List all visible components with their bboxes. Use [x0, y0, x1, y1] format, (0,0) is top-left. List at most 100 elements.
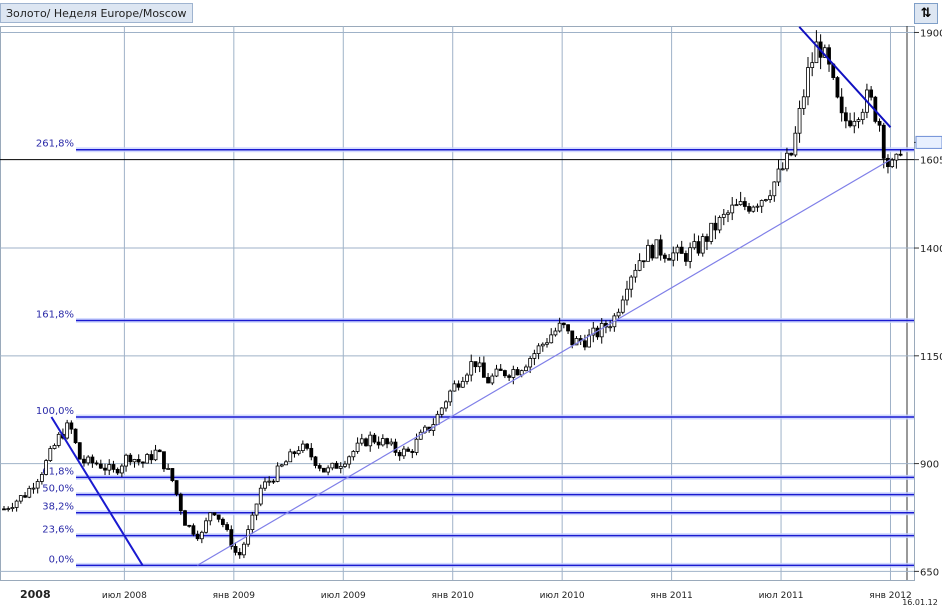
current-date-label: 16.01.12: [902, 598, 938, 606]
candle-up: [401, 448, 406, 457]
candle-up: [751, 206, 756, 212]
candle-down: [481, 362, 486, 378]
candle-down: [305, 443, 309, 449]
sort-button[interactable]: ⇅: [914, 3, 938, 24]
candle-down: [372, 434, 377, 443]
trendline-uptrend: [197, 159, 891, 566]
candle-up: [890, 159, 895, 167]
candle-down: [827, 47, 831, 65]
candle-up: [553, 330, 558, 336]
candle-up: [355, 442, 360, 452]
candle-down: [220, 518, 225, 525]
candle-up: [452, 383, 457, 392]
candle-up: [806, 67, 810, 98]
chart-grid: [0, 26, 915, 581]
candle-down: [742, 201, 747, 207]
candle-down: [178, 493, 183, 512]
candle-up: [469, 361, 474, 376]
candle-down: [225, 524, 229, 530]
candle-down: [397, 452, 402, 457]
x-tick-label: июл 2008: [102, 591, 147, 601]
candle-down: [679, 246, 684, 254]
candle-up: [48, 448, 53, 461]
candle-up: [511, 369, 516, 378]
candle-down: [162, 451, 166, 470]
sort-arrows-icon: ⇅: [920, 6, 932, 21]
fib-level-label: 23,6%: [42, 525, 74, 536]
candle-up: [124, 454, 128, 467]
candle-up: [490, 375, 495, 384]
candle-up: [56, 433, 61, 446]
candle-down: [561, 322, 566, 326]
x-tick-label: янв 2012: [869, 591, 911, 601]
candle-up: [536, 345, 541, 354]
candle-down: [212, 512, 217, 516]
chart-title-tab[interactable]: Золото/ Неделя Europe/Moscow: [0, 3, 193, 23]
fib-level-label: 50,0%: [42, 484, 74, 495]
candle-up: [288, 451, 293, 463]
candle-up: [267, 480, 272, 483]
candle-down: [570, 330, 575, 346]
candle-down: [650, 244, 655, 259]
candle-down: [843, 112, 848, 122]
candle-down: [364, 438, 368, 447]
fib-level-label: 0,0%: [49, 554, 74, 565]
y-tick-label: 1900: [920, 28, 942, 39]
candle-down: [582, 340, 587, 348]
candle-down: [376, 441, 381, 446]
candle-up: [709, 222, 714, 242]
candle-down: [881, 124, 886, 159]
candle-down: [141, 461, 145, 464]
candle-down: [94, 462, 99, 465]
plot-border: [0, 26, 915, 581]
candle-up: [65, 422, 70, 439]
candle-down: [684, 253, 688, 262]
candle-down: [595, 327, 600, 338]
candle-up: [528, 358, 533, 368]
candle-down: [183, 510, 187, 526]
x-tick-label: янв 2011: [650, 591, 692, 601]
candle-up: [27, 487, 32, 498]
candle-down: [317, 465, 322, 469]
candle-down: [136, 459, 141, 463]
candle-down: [2, 508, 6, 511]
candle-down: [170, 468, 175, 481]
candle-up: [591, 327, 596, 336]
candle-down: [128, 454, 133, 463]
candle-up: [637, 260, 642, 271]
candle-up: [275, 465, 280, 482]
candle-down: [658, 239, 663, 256]
candle-up: [688, 247, 693, 262]
candle-down: [103, 467, 107, 471]
y-tick-label: 1605: [920, 156, 942, 167]
candle-down: [498, 368, 503, 371]
candle-up: [524, 366, 528, 372]
candle-up: [700, 236, 705, 254]
y-tick-label: 1400: [920, 244, 942, 255]
candle-up: [145, 454, 150, 464]
candle-down: [309, 447, 314, 458]
candle-up: [629, 276, 634, 290]
candle-up: [717, 217, 722, 231]
candle-up: [780, 168, 785, 171]
candle-up: [734, 204, 739, 207]
candle-down: [473, 361, 478, 368]
x-tick-label: 2008: [20, 588, 51, 601]
candle-down: [696, 241, 701, 254]
candle-up: [810, 62, 815, 68]
candle-up: [435, 413, 440, 425]
candle-up: [599, 323, 604, 338]
candle-up: [338, 465, 343, 469]
candle-up: [39, 474, 44, 482]
candle-up: [199, 531, 204, 540]
candle-up: [18, 495, 23, 502]
candle-up: [347, 456, 352, 465]
candle-down: [191, 525, 196, 535]
candle-up: [616, 311, 621, 317]
candle-up: [654, 239, 659, 259]
candle-up: [557, 322, 562, 332]
x-axis: 2008 июл 2008 янв 2009 июл 2009 янв 2010 июл …: [20, 588, 938, 606]
candle-up: [460, 380, 465, 388]
candle-up: [35, 481, 40, 489]
